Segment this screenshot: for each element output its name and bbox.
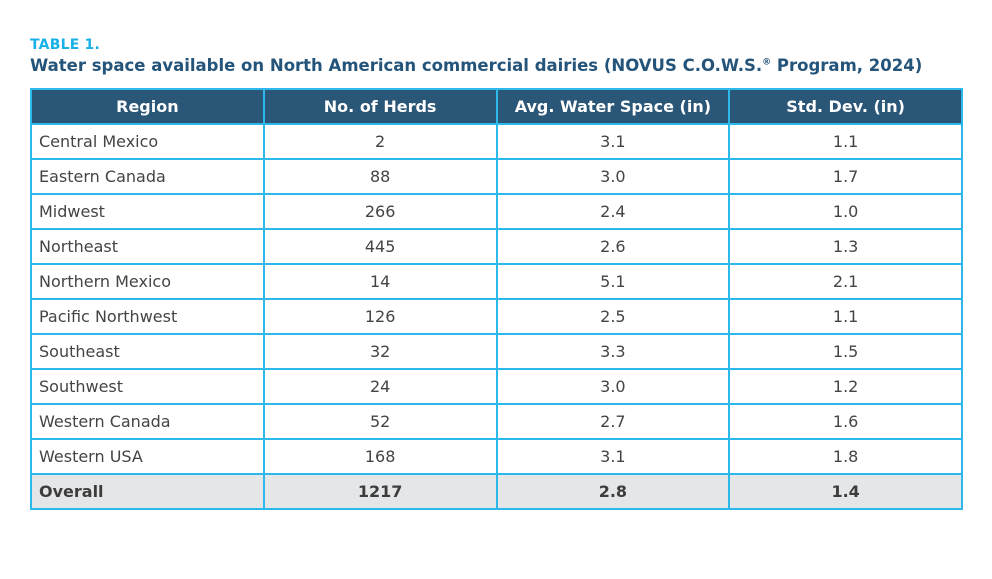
table-row: Northern Mexico 14 5.1 2.1 bbox=[30, 263, 963, 300]
cell-region: Midwest bbox=[30, 193, 265, 230]
cell-std-dev: 1.8 bbox=[728, 438, 963, 475]
registered-mark: ® bbox=[762, 57, 772, 68]
cell-std-dev: 1.2 bbox=[728, 368, 963, 405]
overall-std-dev: 1.4 bbox=[728, 473, 963, 510]
cell-region: Western Canada bbox=[30, 403, 265, 440]
cell-avg-water-space: 3.1 bbox=[495, 438, 731, 475]
table-row: Southwest 24 3.0 1.2 bbox=[30, 368, 963, 405]
cell-region: Western USA bbox=[30, 438, 265, 475]
cell-std-dev: 1.0 bbox=[728, 193, 963, 230]
cell-avg-water-space: 2.4 bbox=[495, 193, 731, 230]
cell-avg-water-space: 3.3 bbox=[495, 333, 731, 370]
cell-herds: 52 bbox=[262, 403, 498, 440]
cell-herds: 24 bbox=[262, 368, 498, 405]
cell-std-dev: 1.1 bbox=[728, 123, 963, 160]
table-label: TABLE 1. bbox=[30, 37, 100, 53]
cell-herds: 445 bbox=[262, 228, 498, 265]
cell-region: Northeast bbox=[30, 228, 265, 265]
cell-avg-water-space: 2.5 bbox=[495, 298, 731, 335]
table-title: Water space available on North American … bbox=[30, 56, 922, 75]
cell-avg-water-space: 3.0 bbox=[495, 158, 731, 195]
cell-avg-water-space: 5.1 bbox=[495, 263, 731, 300]
cell-std-dev: 1.3 bbox=[728, 228, 963, 265]
table-row: Midwest 266 2.4 1.0 bbox=[30, 193, 963, 230]
cell-herds: 32 bbox=[262, 333, 498, 370]
header-region: Region bbox=[30, 88, 265, 125]
title-suffix: Program, 2024) bbox=[771, 56, 923, 75]
cell-region: Eastern Canada bbox=[30, 158, 265, 195]
cell-herds: 88 bbox=[262, 158, 498, 195]
table-row: Eastern Canada 88 3.0 1.7 bbox=[30, 158, 963, 195]
table-row: Pacific Northwest 126 2.5 1.1 bbox=[30, 298, 963, 335]
header-std-dev: Std. Dev. (in) bbox=[728, 88, 963, 125]
table-row: Central Mexico 2 3.1 1.1 bbox=[30, 123, 963, 160]
header-herds: No. of Herds bbox=[262, 88, 498, 125]
cell-region: Southeast bbox=[30, 333, 265, 370]
cell-herds: 2 bbox=[262, 123, 498, 160]
table-row: Northeast 445 2.6 1.3 bbox=[30, 228, 963, 265]
overall-herds: 1217 bbox=[262, 473, 498, 510]
cell-herds: 126 bbox=[262, 298, 498, 335]
overall-region: Overall bbox=[30, 473, 265, 510]
table-row: Western Canada 52 2.7 1.6 bbox=[30, 403, 963, 440]
title-text: Water space available on North American … bbox=[30, 56, 763, 75]
water-space-table: Region No. of Herds Avg. Water Space (in… bbox=[30, 88, 963, 510]
cell-avg-water-space: 3.0 bbox=[495, 368, 731, 405]
cell-avg-water-space: 2.6 bbox=[495, 228, 731, 265]
cell-std-dev: 1.6 bbox=[728, 403, 963, 440]
cell-region: Pacific Northwest bbox=[30, 298, 265, 335]
cell-avg-water-space: 3.1 bbox=[495, 123, 731, 160]
cell-std-dev: 1.5 bbox=[728, 333, 963, 370]
header-avg-water-space: Avg. Water Space (in) bbox=[495, 88, 731, 125]
overall-row: Overall 1217 2.8 1.4 bbox=[30, 473, 963, 510]
overall-avg-water-space: 2.8 bbox=[495, 473, 731, 510]
header-row: Region No. of Herds Avg. Water Space (in… bbox=[30, 88, 963, 125]
cell-std-dev: 1.1 bbox=[728, 298, 963, 335]
cell-herds: 168 bbox=[262, 438, 498, 475]
cell-avg-water-space: 2.7 bbox=[495, 403, 731, 440]
table-row: Southeast 32 3.3 1.5 bbox=[30, 333, 963, 370]
cell-std-dev: 2.1 bbox=[728, 263, 963, 300]
cell-region: Southwest bbox=[30, 368, 265, 405]
cell-region: Central Mexico bbox=[30, 123, 265, 160]
cell-region: Northern Mexico bbox=[30, 263, 265, 300]
table-row: Western USA 168 3.1 1.8 bbox=[30, 438, 963, 475]
cell-herds: 266 bbox=[262, 193, 498, 230]
cell-herds: 14 bbox=[262, 263, 498, 300]
cell-std-dev: 1.7 bbox=[728, 158, 963, 195]
